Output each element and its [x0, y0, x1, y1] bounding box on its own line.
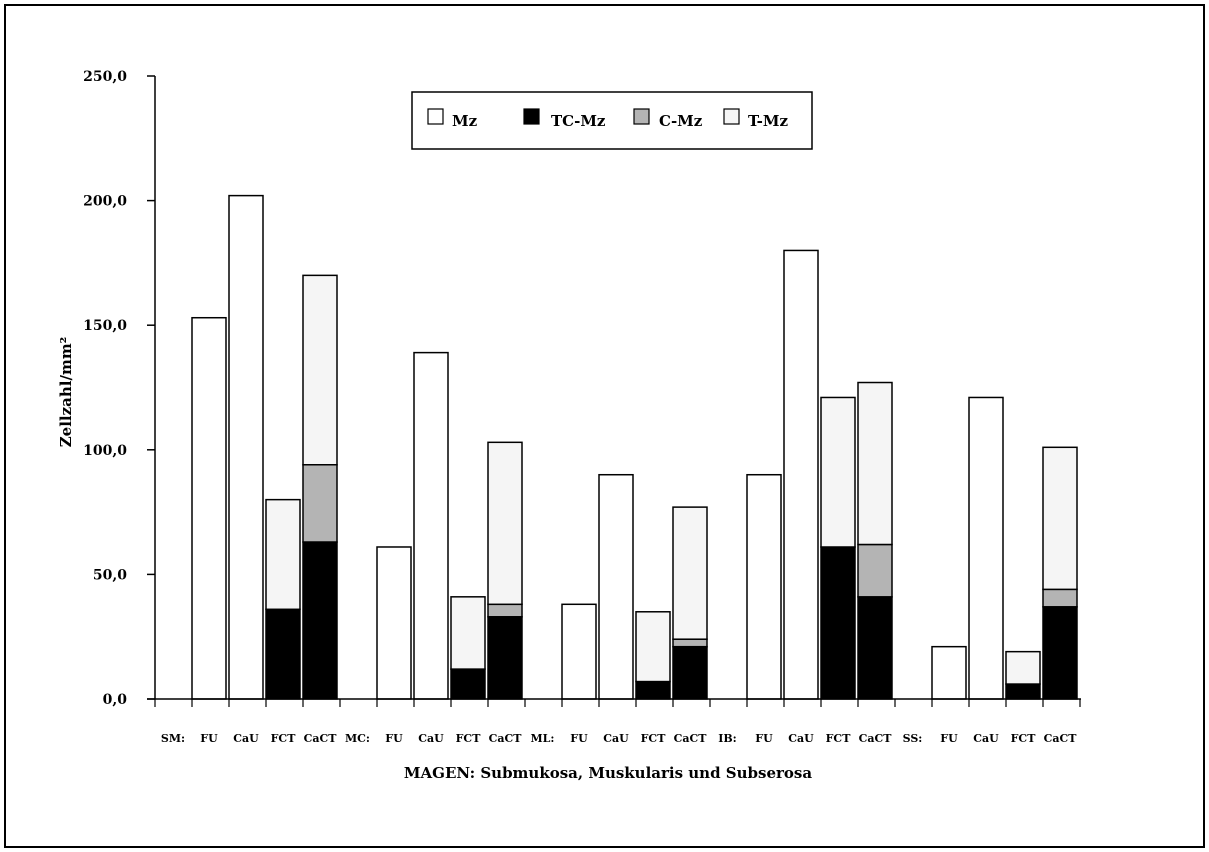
bar-mz-16 [931, 645, 967, 700]
bar-tc-mz-18 [1005, 683, 1041, 700]
legend: Mz TC-Mz C-Mz T-Mz [411, 91, 813, 150]
legend-label-0: Mz [452, 112, 478, 130]
x-tick-label: CaU [233, 732, 259, 745]
x-group-label: IB: [718, 732, 737, 745]
y-axis-title: Zellzahl/mm² [57, 337, 75, 448]
bars-layer [191, 194, 1078, 700]
legend-swatch-2 [633, 108, 650, 125]
bar-mz-17 [968, 396, 1004, 700]
bar-tc-mz-6 [450, 668, 486, 700]
bar-t-mz-3 [302, 274, 338, 466]
x-tick-label: CaU [788, 732, 814, 745]
bar-tc-mz-10 [635, 680, 671, 700]
y-tick-label: 150,0 [83, 318, 127, 334]
bar-tc-mz-7 [487, 616, 523, 700]
y-tick-label: 50,0 [93, 567, 127, 583]
x-tick-label: FCT [641, 732, 667, 745]
legend-swatch-1 [523, 108, 540, 125]
x-tick-label: CaCT [674, 732, 708, 745]
x-tick-label: CaCT [1044, 732, 1078, 745]
bar-tc-mz-14 [820, 546, 856, 700]
legend-label-2: C-Mz [659, 112, 703, 130]
bar-t-mz-10 [635, 611, 671, 683]
x-tick-label: CaU [973, 732, 999, 745]
axes-layer: 0,0 50,0 100,0 150,0 200,0 250,0 FU CaU FCT CaCT F… [83, 69, 1081, 745]
bar-c-mz-11 [672, 638, 708, 648]
x-tick-label: FU [385, 732, 403, 745]
bar-c-mz-7 [487, 603, 523, 618]
bar-t-mz-15 [857, 381, 893, 546]
x-axis-title: MAGEN: Submukosa, Muskularis und Subsero… [404, 764, 812, 782]
bar-c-mz-19 [1042, 588, 1078, 608]
bar-mz-0 [191, 316, 227, 700]
bar-mz-1 [228, 194, 264, 700]
bar-tc-mz-15 [857, 596, 893, 700]
bar-t-mz-6 [450, 596, 486, 670]
x-tick-label: FU [755, 732, 773, 745]
y-tick-label: 200,0 [83, 194, 127, 210]
x-group-label: SM: [161, 732, 185, 745]
bar-mz-8 [561, 603, 597, 700]
x-tick-label: CaCT [304, 732, 338, 745]
y-tick-label: 100,0 [83, 443, 127, 459]
x-tick-label: FU [940, 732, 958, 745]
bar-c-mz-15 [857, 543, 893, 598]
bar-c-mz-3 [302, 464, 338, 543]
bar-tc-mz-2 [265, 608, 301, 700]
bar-tc-mz-19 [1042, 606, 1078, 700]
y-tick-label: 0,0 [103, 692, 128, 708]
x-tick-label: FCT [826, 732, 852, 745]
x-tick-label: FCT [271, 732, 297, 745]
x-tick-label: CaCT [489, 732, 523, 745]
bar-mz-12 [746, 473, 782, 700]
y-tick-label: 250,0 [83, 69, 127, 85]
legend-label-1: TC-Mz [551, 112, 606, 130]
legend-swatch-3 [723, 108, 740, 125]
x-tick-label: FCT [1011, 732, 1037, 745]
legend-box [411, 91, 813, 150]
bar-t-mz-19 [1042, 446, 1078, 591]
bar-tc-mz-3 [302, 541, 338, 700]
bar-t-mz-2 [265, 498, 301, 611]
x-group-label: ML: [531, 732, 555, 745]
bar-mz-13 [783, 249, 819, 700]
bar-t-mz-7 [487, 441, 523, 606]
x-tick-label: FU [200, 732, 218, 745]
x-tick-label: FU [570, 732, 588, 745]
x-tick-label: CaCT [859, 732, 893, 745]
legend-swatch-0 [427, 108, 444, 125]
x-tick-label: FCT [456, 732, 482, 745]
x-tick-label: CaU [603, 732, 629, 745]
bar-mz-4 [376, 546, 412, 700]
bar-t-mz-11 [672, 506, 708, 640]
bar-t-mz-18 [1005, 650, 1041, 685]
bar-tc-mz-11 [672, 645, 708, 700]
bar-t-mz-14 [820, 396, 856, 548]
legend-label-3: T-Mz [748, 112, 789, 130]
bar-mz-5 [413, 351, 449, 700]
x-group-label: SS: [903, 732, 923, 745]
bar-mz-9 [598, 473, 634, 700]
x-tick-label: CaU [418, 732, 444, 745]
x-group-label: MC: [345, 732, 370, 745]
